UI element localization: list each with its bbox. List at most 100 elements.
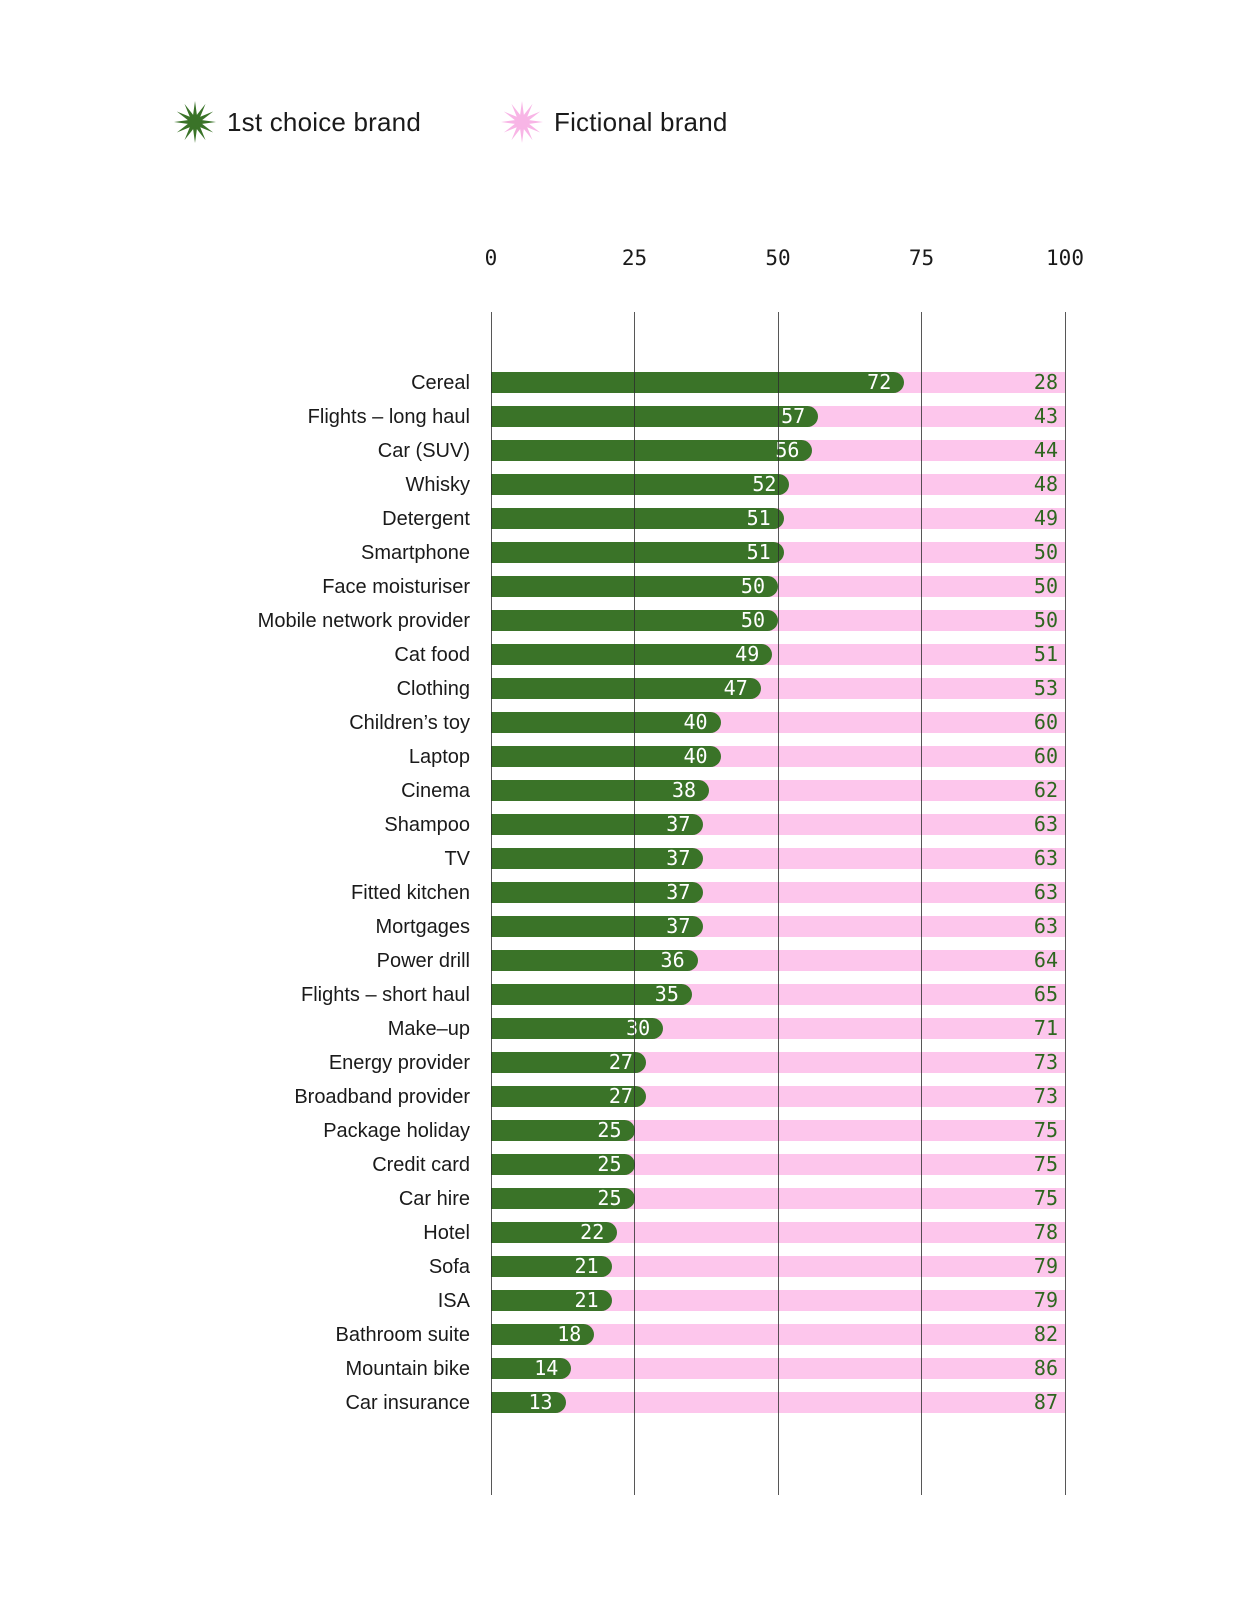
value-label-first-choice: 21 xyxy=(574,1254,599,1278)
category-label: Detergent xyxy=(382,508,470,530)
bar-track: 50 51 xyxy=(491,542,1065,563)
bar-track: 75 25 xyxy=(491,1120,1065,1141)
bar-track: 63 37 xyxy=(491,814,1065,835)
value-label-first-choice: 40 xyxy=(683,710,708,734)
chart-row: Bathroom suite 82 18 xyxy=(0,1318,1066,1352)
axis-tick: 25 xyxy=(621,246,648,270)
bar-track: 63 37 xyxy=(491,848,1065,869)
category-label: Car insurance xyxy=(345,1392,470,1414)
category-label: Shampoo xyxy=(384,814,470,836)
value-label-first-choice: 40 xyxy=(683,744,708,768)
category-label: Face moisturiser xyxy=(322,576,470,598)
bar-track: 63 37 xyxy=(491,916,1065,937)
chart-row: Mobile network provider 50 50 xyxy=(0,604,1066,638)
chart-row: Car insurance 87 13 xyxy=(0,1386,1066,1420)
bar-track: 48 52 xyxy=(491,474,1065,495)
bar-track: 60 40 xyxy=(491,712,1065,733)
value-label-first-choice: 36 xyxy=(660,948,685,972)
value-label-fictional: 87 xyxy=(1033,1390,1058,1414)
category-label: Package holiday xyxy=(323,1120,470,1142)
value-label-first-choice: 21 xyxy=(574,1288,599,1312)
chart-row: Package holiday 75 25 xyxy=(0,1114,1066,1148)
chart-row: Smartphone 50 51 xyxy=(0,536,1066,570)
category-label: Flights – long haul xyxy=(307,406,470,428)
axis-tick: 0 xyxy=(484,246,498,270)
category-label: Cat food xyxy=(394,644,470,666)
chart-row: Fitted kitchen 63 37 xyxy=(0,876,1066,910)
value-label-fictional: 82 xyxy=(1033,1322,1058,1346)
value-label-fictional: 64 xyxy=(1033,948,1058,972)
value-label-first-choice: 30 xyxy=(626,1016,651,1040)
bar-track: 79 21 xyxy=(491,1256,1065,1277)
bar-first-choice-brand: 27 xyxy=(491,1052,646,1073)
bar-first-choice-brand: 52 xyxy=(491,472,790,496)
value-label-first-choice: 37 xyxy=(666,812,691,836)
value-label-first-choice: 47 xyxy=(723,676,748,700)
value-label-first-choice: 51 xyxy=(746,506,771,530)
chart-row: ISA 79 21 xyxy=(0,1284,1066,1318)
chart-row: Broadband provider 73 27 xyxy=(0,1080,1066,1114)
bar-first-choice-brand: 38 xyxy=(491,780,710,801)
value-label-fictional: 49 xyxy=(1033,506,1058,530)
value-label-first-choice: 56 xyxy=(775,438,800,462)
value-label-fictional: 62 xyxy=(1033,778,1058,802)
bar-first-choice-brand: 18 xyxy=(491,1324,595,1345)
value-label-first-choice: 13 xyxy=(528,1390,553,1414)
value-label-fictional: 53 xyxy=(1033,676,1058,700)
value-label-first-choice: 52 xyxy=(752,472,777,496)
bar-first-choice-brand: 30 xyxy=(491,1016,664,1040)
starburst-icon xyxy=(501,101,543,143)
value-label-fictional: 65 xyxy=(1033,982,1058,1006)
bar-first-choice-brand: 50 xyxy=(491,610,778,631)
value-label-first-choice: 57 xyxy=(781,404,806,428)
bar-track: 50 50 xyxy=(491,610,1065,631)
value-label-fictional: 71 xyxy=(1033,1016,1058,1040)
chart-row: Car (SUV) 44 56 xyxy=(0,434,1066,468)
bar-track: 49 51 xyxy=(491,508,1065,529)
legend-label-fictional: Fictional brand xyxy=(554,107,728,137)
bar-first-choice-brand: 51 xyxy=(491,542,784,563)
category-label: TV xyxy=(444,848,470,870)
bar-first-choice-brand: 40 xyxy=(491,746,721,767)
value-label-first-choice: 50 xyxy=(740,608,765,632)
legend-label-first-choice: 1st choice brand xyxy=(227,107,421,137)
category-label: Smartphone xyxy=(361,542,470,564)
category-label: Cereal xyxy=(411,372,470,394)
bar-track: 44 56 xyxy=(491,440,1065,461)
bar-first-choice-brand: 37 xyxy=(491,916,704,937)
category-label: Broadband provider xyxy=(294,1086,470,1108)
value-label-fictional: 73 xyxy=(1033,1084,1058,1108)
bar-first-choice-brand: 22 xyxy=(491,1220,618,1244)
value-label-first-choice: 51 xyxy=(746,540,771,564)
bar-first-choice-brand: 50 xyxy=(491,576,778,597)
value-label-fictional: 48 xyxy=(1033,472,1058,496)
value-label-fictional: 63 xyxy=(1033,914,1058,938)
chart-rows: Cereal 28 72 Flights – long haul 43 57 C… xyxy=(0,366,1066,1420)
category-label: Mobile network provider xyxy=(257,610,470,632)
bar-first-choice-brand: 49 xyxy=(491,644,773,665)
bar-first-choice-brand: 25 xyxy=(491,1120,635,1141)
category-label: Hotel xyxy=(423,1222,470,1244)
bar-track: 50 50 xyxy=(491,576,1065,597)
category-label: Power drill xyxy=(376,950,470,972)
value-label-first-choice: 22 xyxy=(580,1220,605,1244)
bar-first-choice-brand: 25 xyxy=(491,1154,635,1175)
value-label-first-choice: 27 xyxy=(608,1084,633,1108)
chart-row: Face moisturiser 50 50 xyxy=(0,570,1066,604)
axis-tick: 75 xyxy=(908,246,935,270)
bar-track: 78 22 xyxy=(491,1222,1065,1243)
category-label: Fitted kitchen xyxy=(351,882,470,904)
bar-first-choice-brand: 36 xyxy=(491,950,698,971)
category-label: Make–up xyxy=(387,1018,470,1040)
bar-track: 79 21 xyxy=(491,1290,1065,1311)
bar-first-choice-brand: 37 xyxy=(491,812,704,836)
category-label: Children’s toy xyxy=(349,712,470,734)
value-label-first-choice: 37 xyxy=(666,846,691,870)
bar-first-choice-brand: 13 xyxy=(491,1392,566,1413)
value-label-first-choice: 35 xyxy=(654,982,679,1006)
chart-row: Mortgages 63 37 xyxy=(0,910,1066,944)
bar-track: 62 38 xyxy=(491,780,1065,801)
chart-row: Laptop 60 40 xyxy=(0,740,1066,774)
chart-row: Detergent 49 51 xyxy=(0,502,1066,536)
value-label-fictional: 79 xyxy=(1033,1254,1058,1278)
